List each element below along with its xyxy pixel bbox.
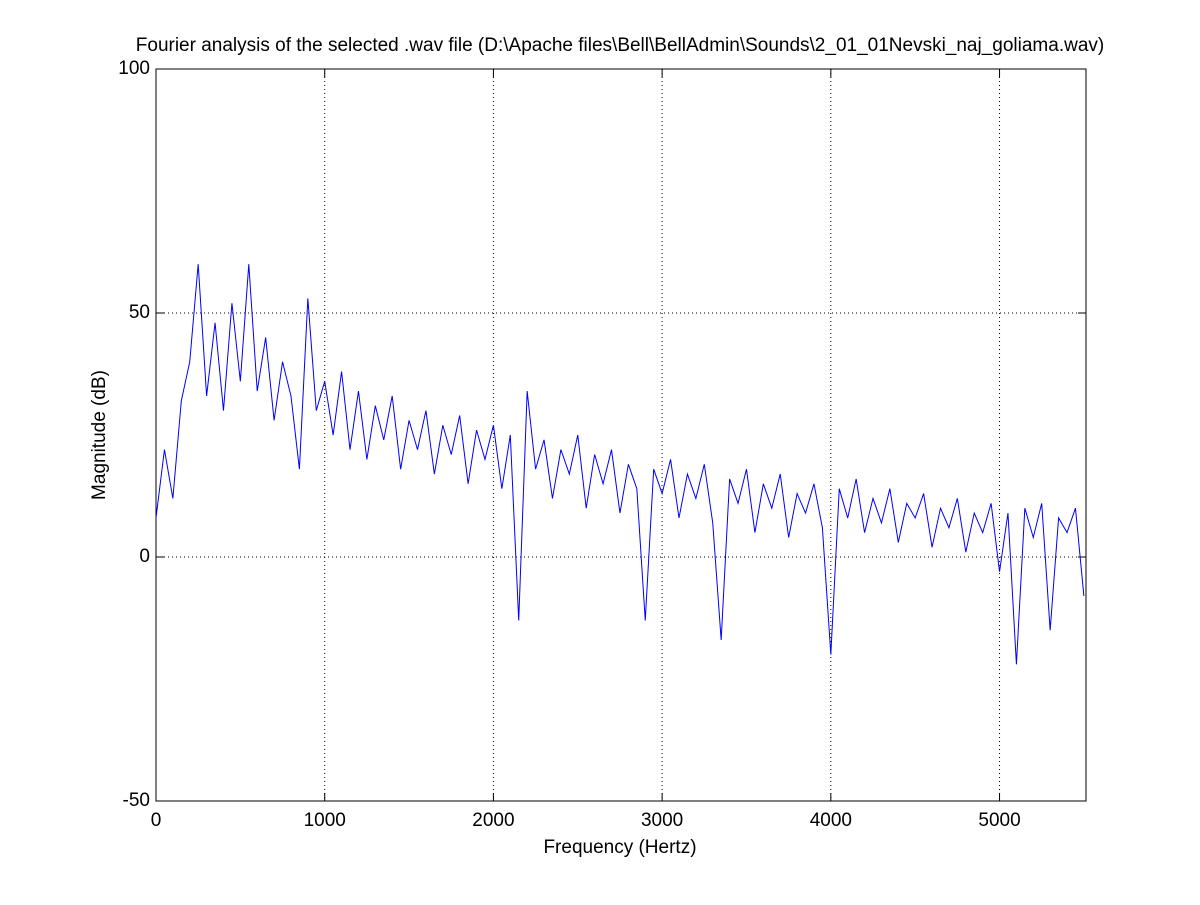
y-tick-label: 50 — [129, 302, 150, 323]
y-axis-label: Magnitude (dB) — [89, 370, 110, 500]
x-axis-label: Frequency (Hertz) — [543, 837, 696, 858]
x-tick-label: 4000 — [810, 810, 852, 831]
chart-title: Fourier analysis of the selected .wav fi… — [136, 35, 1104, 56]
axes-box — [155, 68, 1087, 802]
x-tick-label: 0 — [151, 810, 162, 831]
x-tick-label: 3000 — [641, 810, 683, 831]
y-tick-label: 100 — [118, 58, 150, 79]
x-tick-label: 1000 — [304, 810, 346, 831]
x-tick-label: 5000 — [978, 810, 1020, 831]
x-tick-label: 2000 — [472, 810, 514, 831]
y-tick-label: 0 — [139, 546, 150, 567]
data-line — [155, 264, 1085, 665]
y-tick-label: -50 — [123, 790, 150, 811]
